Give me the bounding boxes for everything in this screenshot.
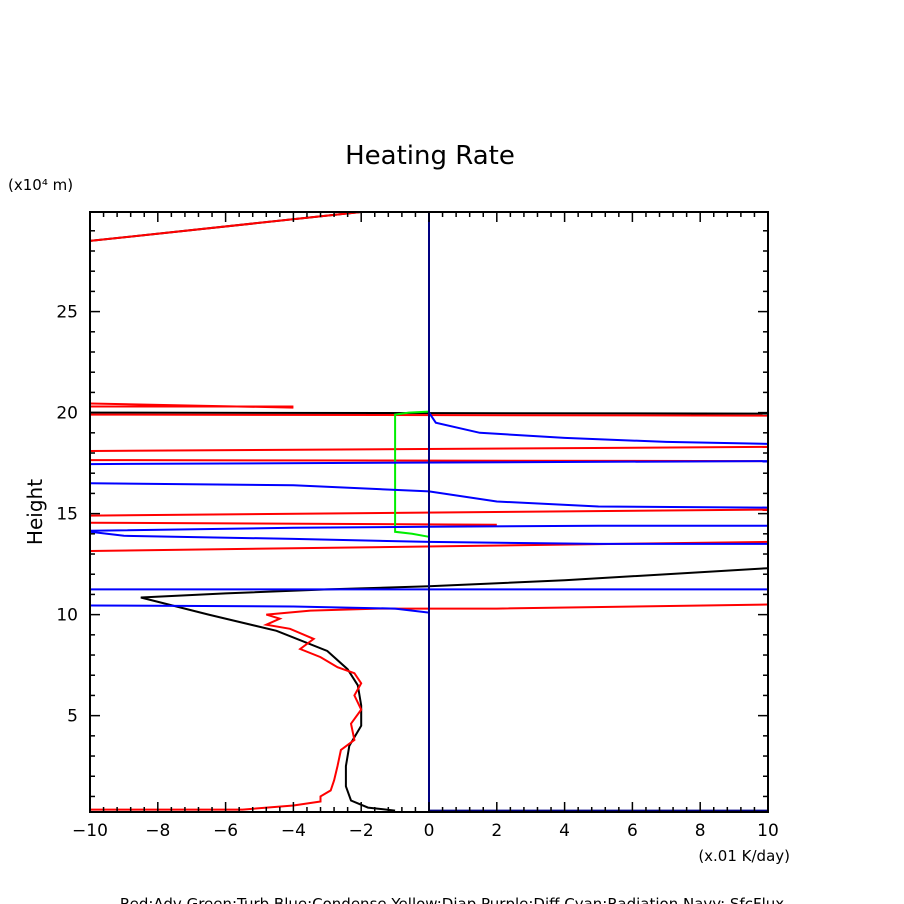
y-tick-label: 10 <box>56 606 78 626</box>
x-axis-label: (x.01 K/day) <box>698 847 790 865</box>
x-tick-label: 2 <box>491 821 502 841</box>
x-tick-label: 8 <box>695 821 706 841</box>
y-axis-label: Height <box>23 479 47 545</box>
series-line-adv-7 <box>89 521 497 526</box>
x-tick-label: 0 <box>424 821 435 841</box>
color-legend: Red:Adv Green:Turb Blue:Condense Yellow:… <box>120 895 784 904</box>
x-tick-label: −6 <box>213 821 238 841</box>
y-tick-label: 25 <box>56 303 78 323</box>
series-line-adv-0 <box>89 211 362 242</box>
series-line-condense-4 <box>89 530 768 545</box>
series-line-condense-0 <box>428 412 769 445</box>
y-unit-label: (x10⁴ m) <box>8 176 73 194</box>
series-line-condense-2 <box>89 482 769 509</box>
x-tick-label: −4 <box>281 821 306 841</box>
x-tick-label: 6 <box>627 821 638 841</box>
series-line-total-2 <box>140 567 769 812</box>
y-tick-label: 15 <box>56 505 78 525</box>
series-line-turb-0 <box>394 410 430 538</box>
y-tick-label: 20 <box>56 404 78 424</box>
series-layer <box>89 211 769 812</box>
axes-layer: −10 −8 −6 −4 −2 0 2 4 6 8 10 5 10 15 20 25 <box>56 211 779 841</box>
x-tick-label: 10 <box>757 821 779 841</box>
series-line-adv-9 <box>90 603 769 811</box>
series-sfcflux <box>428 212 768 812</box>
x-tick-label: −2 <box>349 821 374 841</box>
chart-title: Heating Rate <box>345 141 515 171</box>
x-tick-label: −10 <box>72 821 108 841</box>
series-line-condense-6 <box>89 604 430 614</box>
x-tick-label: 4 <box>559 821 570 841</box>
y-tick-label: 5 <box>67 707 78 727</box>
x-tick-label: −8 <box>145 821 170 841</box>
series-turb <box>394 410 430 538</box>
